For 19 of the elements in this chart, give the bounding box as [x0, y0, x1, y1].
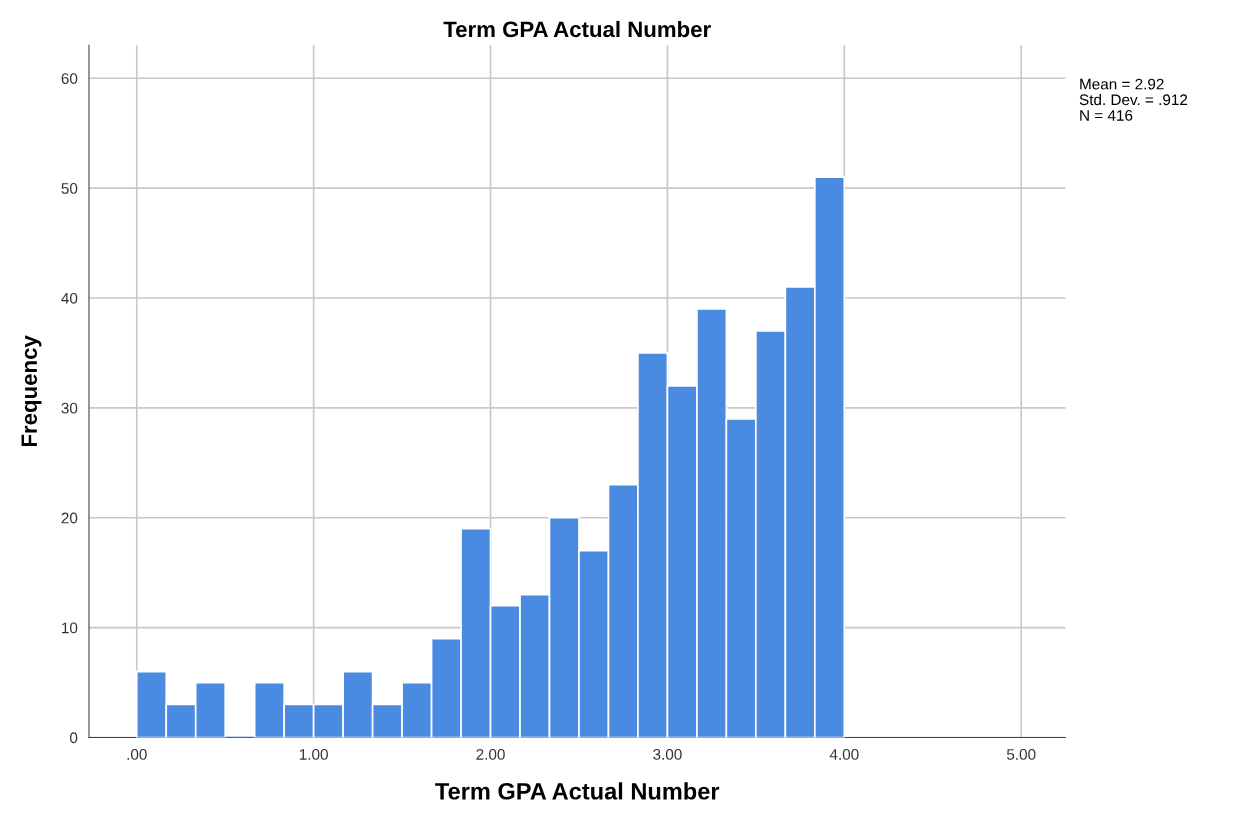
y-tick-label: 50 [61, 183, 78, 194]
text: N = 416 [1080, 110, 1133, 121]
x-tick-label: 1.00 [299, 748, 328, 760]
y-tick-label: 60 [61, 73, 78, 84]
x-tick-label: 4.00 [829, 748, 859, 760]
y-tick-label: 20 [61, 512, 78, 524]
x-tick-label: 5.00 [1006, 748, 1036, 760]
chart-title: Term GPA Actual Number [443, 20, 711, 38]
y-tick-label: 30 [61, 402, 78, 414]
y-tick-label: 10 [62, 622, 78, 634]
text: Std. Dev. = .912 [1079, 93, 1188, 106]
text: Mean = 2.92 [1080, 78, 1164, 90]
x-tick-label: 2.00 [476, 748, 505, 760]
x-tick-label: 3.00 [653, 748, 682, 760]
y-tick-label: 0 [69, 732, 78, 744]
x-axis-title: Term GPA Actual Number [435, 782, 720, 800]
y-tick-label: 40 [61, 292, 78, 304]
y-axis-title: Frequency [21, 335, 42, 447]
x-tick-label: .00 [127, 748, 147, 760]
